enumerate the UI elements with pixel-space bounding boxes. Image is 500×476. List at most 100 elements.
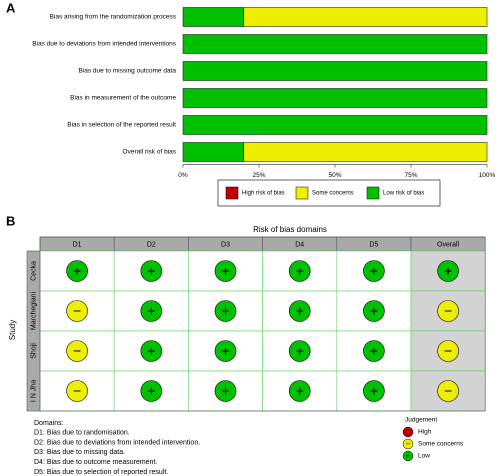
judgement-dot [66,300,88,322]
judgement-symbol: + [221,303,229,319]
judgement-symbol: + [147,343,155,359]
bar-segment [182,7,245,27]
legend-swatch [225,186,239,200]
x-tick-label: 75% [404,172,417,179]
judgement-dot [214,380,237,402]
column-label: D2 [147,241,156,248]
judgement-dot [66,340,88,362]
x-tick-label: 50% [328,172,341,179]
judgement-dot [288,260,311,282]
judgement-symbol: + [296,303,304,319]
judgement-symbol: − [444,343,452,359]
column-label: D4 [295,241,304,248]
bar-segment [182,142,245,162]
table-border [39,236,486,412]
judgement-symbol: + [296,263,304,279]
judgement-symbol: + [147,383,155,399]
x-tick-label: 0% [178,172,188,179]
judgement-symbol: + [444,263,452,279]
judgement-dot [437,380,459,402]
legend-label: Low risk of bias [383,191,424,197]
judgement-dot [140,300,163,322]
legend-swatch [366,186,380,200]
judgement-symbol: + [147,263,155,279]
legend-dot [402,450,414,462]
panel-label: B [6,213,15,228]
judgement-dot [288,300,311,322]
judgement-dot [214,260,237,282]
domain-note: D1: Bias due to randomisation. [34,430,130,437]
legend-label: High risk of bias [242,191,285,197]
panel-label: A [6,0,16,15]
column-label: D1 [73,241,82,248]
table-title: Risk of bias domains [253,225,327,234]
judgement-symbol: + [221,383,229,399]
judgement-dot [288,380,311,402]
judgement-symbol: + [370,303,378,319]
column-label: D3 [221,241,230,248]
legend-swatch [295,186,309,200]
domain-note: D2: Bias due to deviations from intended… [34,439,200,446]
study-label: Shoji [30,343,37,359]
judgement-dot [437,260,459,282]
study-label: I N Jha [30,380,37,402]
legend-title: Judgement [405,417,437,424]
bar-segment [243,7,488,27]
column-label: D5 [369,241,378,248]
study-label: Marchegiani [30,291,37,330]
category-label: Bias arising from the randomization proc… [50,14,177,21]
category-label: Bias in selection of the reported result [67,122,176,129]
judgement-symbol: + [296,343,304,359]
judgement-dot [214,300,237,322]
legend-label: Some concerns [312,191,354,197]
category-label: Bias due to missing outcome data [78,68,176,75]
judgement-symbol: − [444,303,452,319]
judgement-dot [140,260,163,282]
judgement-dot [363,300,385,322]
category-label: Overall risk of bias [123,149,177,156]
judgement-dot [437,340,459,362]
judgement-symbol: + [221,263,229,279]
judgement-dot [363,260,385,282]
judgement-symbol: + [221,343,229,359]
judgement-dot [437,300,459,322]
bar-segment [182,115,488,135]
legend-label: Low [418,453,430,460]
legend-box [217,179,441,207]
judgement-symbol: + [296,383,304,399]
judgement-dot [363,380,385,402]
judgement-symbol: + [73,263,81,279]
category-label: Bias in measurement of the outcome [70,95,176,102]
bar-segment [182,34,488,54]
domain-note: Domains: [34,420,64,427]
legend-symbol: + [406,452,411,461]
bar-segment [182,61,488,81]
domain-note: D4: Bias due to outcome measurement. [34,459,157,466]
domain-note: D3: Bias due to missing data. [34,449,125,456]
judgement-symbol: − [444,383,452,399]
judgement-symbol: − [73,343,81,359]
legend-label: Some concerns [418,441,464,448]
x-tick-label: 25% [252,172,265,179]
y-axis-label: Study [8,320,17,340]
judgement-dot [66,380,88,402]
x-tick-label: 100% [479,172,496,179]
column-label: Overall [437,241,460,248]
domain-note: D5: Bias due to selection of reported re… [34,469,168,476]
judgement-dot [363,340,385,362]
judgement-dot [288,340,311,362]
judgement-dot [140,340,163,362]
judgement-symbol: − [73,303,81,319]
judgement-dot [140,380,163,402]
judgement-symbol: − [73,383,81,399]
legend-dot [402,426,414,438]
judgement-dot [214,340,237,362]
judgement-symbol: + [147,303,155,319]
study-label: Cecka [30,261,37,281]
judgement-symbol: + [370,263,378,279]
category-label: Bias due to deviations from intended int… [32,41,177,48]
judgement-dot [66,260,88,282]
judgement-symbol: + [370,343,378,359]
bar-segment [182,88,488,108]
